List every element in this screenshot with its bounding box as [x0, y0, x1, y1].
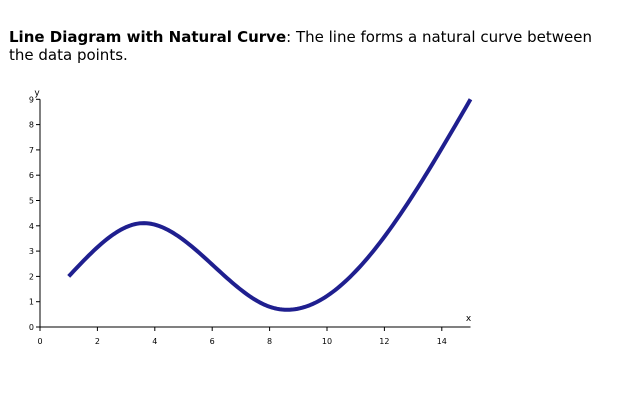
- caption-separator: :: [286, 28, 296, 46]
- chart-caption: Line Diagram with Natural Curve: The lin…: [9, 28, 621, 64]
- x-tick-label: 6: [210, 337, 215, 346]
- x-axis-label: x: [466, 314, 472, 324]
- y-axis: 0 1 2 3 4 5 6 7 8 9y: [29, 88, 41, 332]
- y-axis-label: y: [34, 88, 40, 98]
- x-tick-label: 4: [152, 337, 157, 346]
- y-tick-label: 4: [29, 222, 34, 231]
- x-tick-label: 8: [267, 337, 272, 346]
- y-tick-label: 8: [29, 121, 34, 130]
- y-tick-label: 2: [29, 272, 34, 281]
- y-tick-label: 6: [29, 171, 34, 180]
- x-tick-label: 0: [37, 337, 42, 346]
- y-tick-label: 1: [29, 298, 34, 307]
- y-tick-label: 5: [29, 197, 34, 206]
- y-tick-label: 0: [29, 323, 34, 332]
- caption-title: Line Diagram with Natural Curve: [9, 28, 287, 46]
- y-tick-label: 9: [29, 95, 34, 104]
- series-line-0: [67, 98, 473, 312]
- series-group: [67, 98, 473, 312]
- x-tick-label: 12: [379, 337, 389, 346]
- x-axis: 0 2 4 6 8 10 12 14 x: [37, 314, 471, 346]
- x-tick-label: 10: [322, 337, 332, 346]
- y-tick-label: 3: [29, 247, 34, 256]
- x-tick-label: 14: [437, 337, 447, 346]
- caption-text: The line forms a natural curve between t…: [9, 28, 593, 64]
- y-tick-label: 7: [29, 146, 34, 155]
- x-tick-label: 2: [95, 337, 100, 346]
